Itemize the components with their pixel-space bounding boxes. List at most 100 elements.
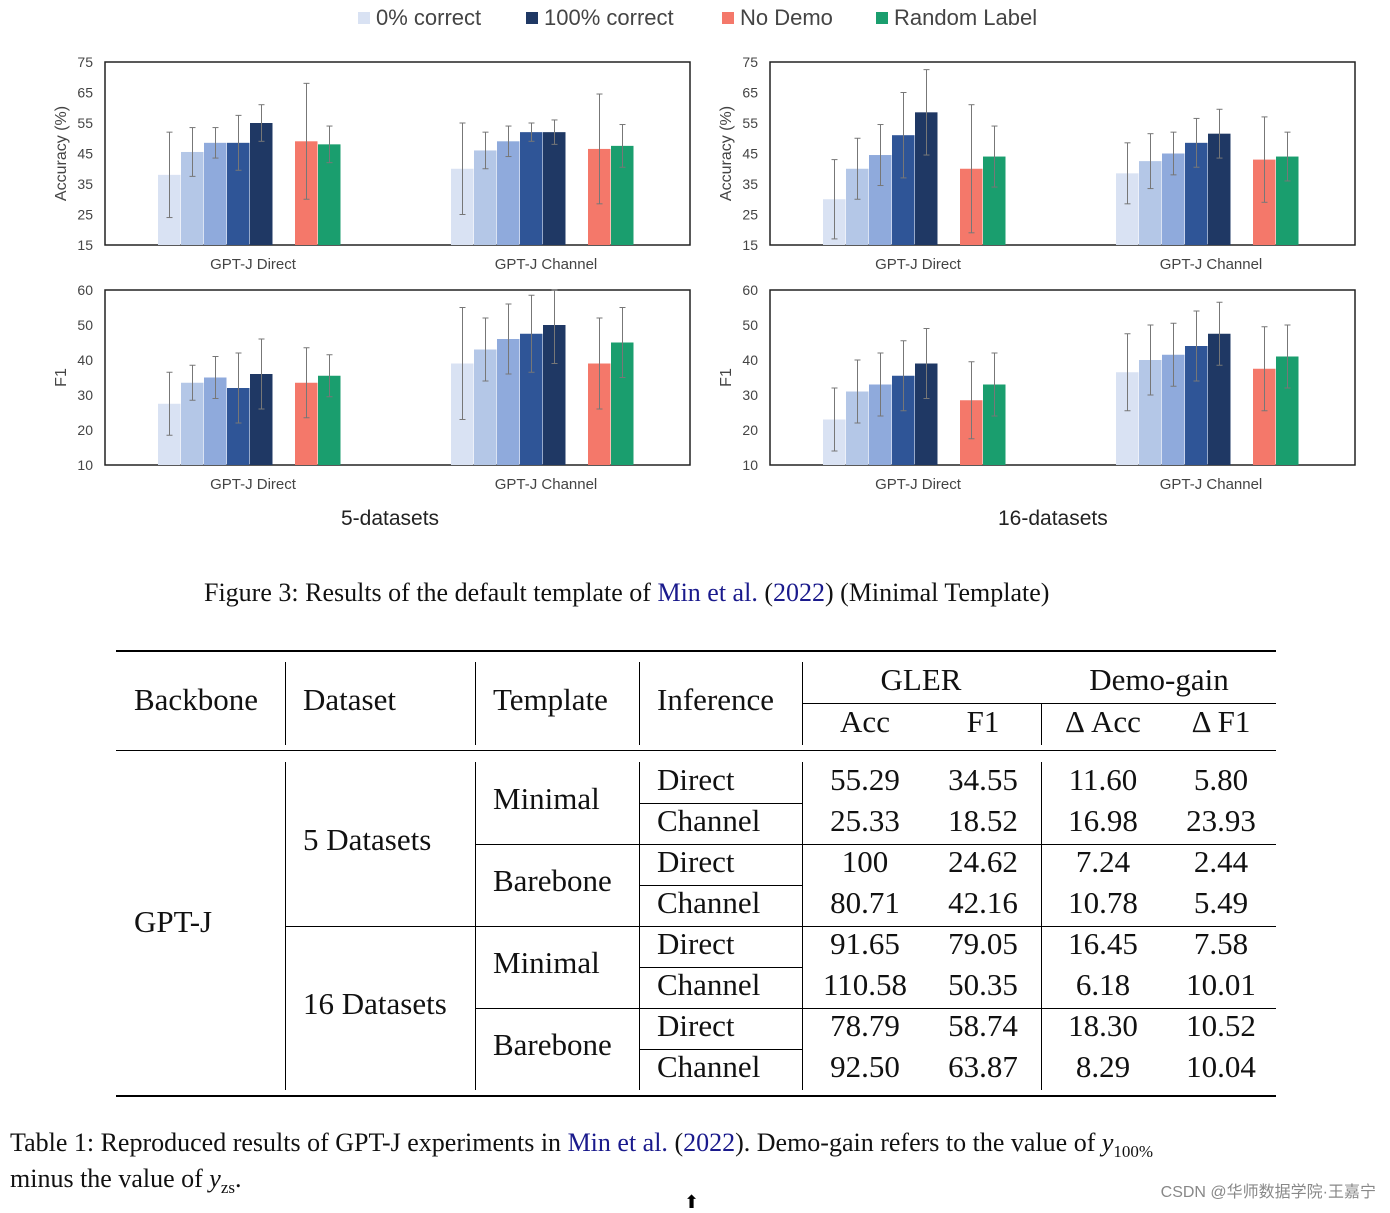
y-axis-label: F1 [718, 368, 735, 387]
table-cell-f1: 18.52 [948, 803, 1018, 838]
citation-year-link[interactable]: 2022 [773, 578, 825, 607]
figure-caption: Figure 3: Results of the default templat… [204, 578, 1050, 607]
template-cell: Barebone [493, 1027, 612, 1062]
bar [543, 325, 566, 465]
chart-legend: 0% correct 100% correct No Demo Random Labe… [0, 5, 1390, 35]
x-category-label: GPT-J Channel [1160, 256, 1263, 273]
citation-link[interactable]: Min et al. [567, 1128, 668, 1157]
bar [520, 333, 543, 465]
bar [1185, 142, 1208, 245]
y-tick-label: 20 [742, 422, 758, 438]
y-tick-label: 40 [77, 352, 93, 368]
bar [846, 391, 869, 465]
table-cell-f1: 58.74 [948, 1008, 1018, 1043]
table-cell-df1: 2.44 [1193, 844, 1249, 879]
table-cell-df1: 10.01 [1186, 967, 1256, 1002]
bar [1276, 156, 1299, 245]
bar [318, 144, 341, 245]
table-cell-f1: 79.05 [948, 926, 1018, 961]
bar [1139, 161, 1162, 245]
panel-title-16-datasets: 16-datasets [998, 507, 1108, 530]
bar [497, 339, 520, 465]
y-tick-label: 55 [742, 115, 758, 131]
table-cell-acc: 25.33 [830, 803, 900, 838]
bar [1116, 173, 1139, 245]
bar [915, 363, 938, 465]
template-cell: Minimal [493, 945, 600, 980]
table-cell-dacc: 11.60 [1068, 762, 1138, 797]
bar [1162, 354, 1185, 465]
bar [474, 349, 497, 465]
citation-link[interactable]: Min et al. [657, 578, 758, 607]
legend-item: 100% correct [526, 5, 674, 31]
y-tick-label: 15 [77, 237, 93, 253]
y-tick-label: 50 [77, 317, 93, 333]
results-table: Backbone Dataset Template Inference GLER… [116, 650, 1276, 1098]
y-tick-label: 55 [77, 115, 93, 131]
table-cell-acc: 91.65 [830, 926, 900, 961]
bar [846, 168, 869, 245]
dataset-cell: 16 Datasets [303, 986, 447, 1021]
bar [520, 132, 543, 245]
bar [588, 363, 611, 465]
bar [915, 112, 938, 245]
y-tick-label: 45 [77, 146, 93, 162]
table-cell-df1: 23.93 [1186, 803, 1256, 838]
table-cell-dacc: 6.18 [1075, 967, 1131, 1002]
y-tick-label: 30 [77, 387, 93, 403]
f1-chart-5-datasets: 10 20 30 40 50 60 F1 GPT-J Direct GPT-J Channel [53, 282, 691, 493]
y-tick-label: 75 [77, 54, 93, 70]
header-f1: F1 [966, 704, 1000, 739]
header-delta-acc: Δ Acc [1065, 704, 1141, 739]
table-cell-f1: 50.35 [948, 967, 1018, 1002]
y-tick-label: 65 [742, 85, 758, 101]
bar [1208, 133, 1231, 245]
header-dataset: Dataset [303, 682, 396, 717]
table-cell-inference: Direct [657, 844, 735, 879]
x-category-label: GPT-J Channel [1160, 476, 1263, 493]
y-tick-label: 60 [77, 282, 93, 298]
table-cell-inference: Channel [657, 803, 761, 838]
y-tick-label: 25 [77, 207, 93, 223]
table-cell-acc: 55.29 [830, 762, 900, 797]
x-category-label: GPT-J Direct [875, 256, 962, 273]
bar [181, 151, 204, 245]
table-cell-acc: 78.79 [830, 1008, 900, 1043]
header-inference: Inference [657, 682, 775, 717]
bar [250, 123, 273, 245]
legend-item: 0% correct [358, 5, 481, 31]
header-acc: Acc [840, 704, 890, 739]
header-delta-f1: Δ F1 [1191, 704, 1251, 739]
y-axis-label: Accuracy (%) [718, 106, 735, 201]
bar [227, 142, 250, 245]
y-tick-label: 50 [742, 317, 758, 333]
table-cell-f1: 24.62 [948, 844, 1018, 879]
citation-year-link[interactable]: 2022 [683, 1128, 736, 1157]
header-backbone: Backbone [134, 682, 258, 717]
accuracy-chart-16-datasets: 15 25 35 45 55 65 75 Accuracy (%) GPT-J Direct GP… [718, 54, 1356, 273]
y-axis-label: F1 [53, 368, 70, 387]
table-cell-dacc: 18.30 [1068, 1008, 1138, 1043]
table-caption-line-1: Table 1: Reproduced results of GPT-J exp… [10, 1128, 1154, 1162]
x-category-label: GPT-J Direct [210, 256, 297, 273]
bar [892, 135, 915, 245]
table-cell-df1: 5.49 [1193, 885, 1249, 920]
mouse-cursor-icon: ⬆ [684, 1192, 700, 1212]
legend-swatch [876, 12, 888, 24]
plot-frame [769, 289, 1356, 466]
table-cell-acc: 100 [841, 844, 889, 879]
table-cell-f1: 42.16 [948, 885, 1018, 920]
bar [611, 342, 634, 465]
y-tick-label: 25 [742, 207, 758, 223]
watermark: CSDN @华师数据学院·王嘉宁 [1160, 1184, 1376, 1201]
x-category-label: GPT-J Channel [495, 256, 598, 273]
legend-item: Random Label [876, 5, 1037, 31]
bar [869, 155, 892, 245]
y-tick-label: 40 [742, 352, 758, 368]
table-cell-df1: 5.80 [1193, 762, 1249, 797]
bar [318, 375, 341, 465]
template-cell: Minimal [493, 781, 600, 816]
y-tick-label: 45 [742, 146, 758, 162]
legend-swatch [526, 12, 538, 24]
table-cell-dacc: 7.24 [1075, 844, 1131, 879]
